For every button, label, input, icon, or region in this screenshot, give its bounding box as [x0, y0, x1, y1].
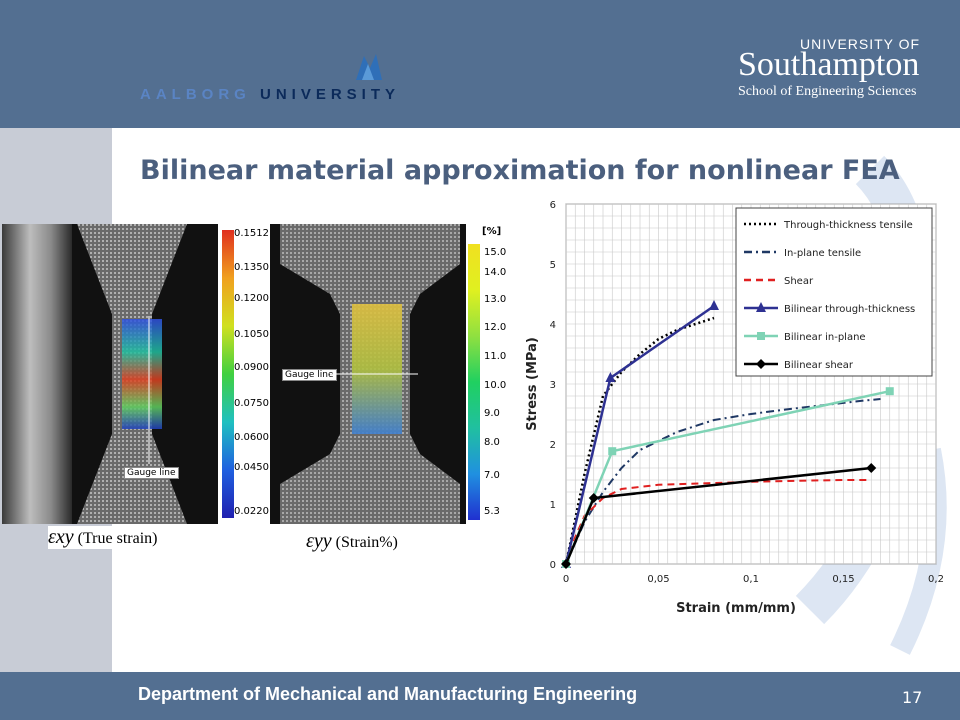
caption-left-symbol: εxy [48, 526, 74, 548]
colorbar-left-label: 0.1200 [234, 293, 269, 304]
aalborg-text-1: AALBORG [140, 86, 251, 103]
x-tick-label: 0,05 [647, 574, 669, 585]
legend-label: Bilinear in-plane [784, 332, 866, 343]
page-number: 17 [902, 688, 923, 707]
y-tick-label: 1 [550, 500, 556, 511]
colorbar-mid-gradient [468, 244, 480, 520]
aalborg-wordmark: AALBORG UNIVERSITY [140, 86, 400, 103]
colorbar-mid-label: 7.0 [484, 470, 500, 481]
soton-wordmark: Southampton [738, 46, 920, 83]
y-tick-label: 2 [550, 440, 556, 451]
caption-left: εxy (True strain) [48, 526, 158, 549]
footer-department: Department of Mechanical and Manufacturi… [138, 684, 638, 704]
x-tick-label: 0 [563, 574, 569, 585]
slide-footer [0, 672, 960, 720]
stress-strain-chart: 0 0,05 0,1 0,15 0,2 0 1 2 3 4 5 6 Strain (mm/mm) Stre… [525, 200, 944, 616]
colorbar-mid-label: 11.0 [484, 351, 507, 362]
legend-box [735, 207, 933, 377]
colorbar-mid-label: 5.3 [484, 506, 500, 517]
soton-subtitle: School of Engineering Sciences [738, 84, 917, 99]
slide-title: Bilinear material approximation for nonl… [140, 155, 900, 186]
x-tick-label: 0,15 [832, 574, 854, 585]
legend-label: Bilinear shear [784, 360, 854, 371]
slide-header [0, 0, 960, 128]
colorbar-left-label: 0.0750 [234, 398, 269, 409]
series-point-4 [608, 447, 617, 456]
series-point-3 [605, 372, 616, 382]
series-point-4 [885, 387, 894, 396]
colorbar-mid-label: 13.0 [484, 294, 507, 305]
series-point-5 [866, 463, 877, 473]
aalborg-logo-icon [356, 54, 382, 80]
colorbar-left-label: 0.0900 [234, 362, 269, 373]
y-tick-label: 4 [550, 320, 556, 331]
gauge-line-mid [330, 373, 418, 375]
colorbar-left-label: 0.0600 [234, 432, 269, 443]
aalborg-text-2: UNIVERSITY [260, 86, 401, 103]
series-line-2 [565, 479, 872, 565]
colorbar-left [218, 224, 268, 524]
colorbar-mid-unit: [%] [482, 226, 502, 237]
colorbar-left-label: 0.1350 [234, 262, 269, 273]
x-tick-label: 0,1 [743, 574, 759, 585]
y-tick-label: 5 [550, 260, 556, 271]
series-point-5 [561, 559, 571, 569]
colorbar-left-label: 0.0450 [234, 462, 269, 473]
gauge-line-label-mid: Gauge line [282, 369, 337, 381]
colorbar-mid-label: 8.0 [484, 437, 500, 448]
colorbar-mid-label: 14.0 [484, 267, 507, 278]
shear-specimen-image [2, 224, 218, 524]
series-point-3 [709, 300, 719, 310]
x-axis-label: Strain (mm/mm) [676, 601, 796, 616]
colorbar-mid-label: 12.0 [484, 322, 507, 333]
legend-marker [756, 302, 766, 312]
colorbar-left-label: 0.0220 [234, 506, 269, 517]
colorbar-left-label: 0.1050 [234, 329, 269, 340]
colorbar-mid-label: 10.0 [484, 380, 507, 391]
series-line-0 [564, 316, 715, 565]
x-tick-label: 0,2 [928, 574, 944, 585]
legend-marker [756, 359, 766, 369]
legend-label: Shear [784, 276, 814, 287]
y-tick-label: 6 [550, 200, 556, 211]
colorbar-mid [466, 224, 516, 524]
caption-mid: εyy (Strain%) [306, 530, 398, 553]
colorbar-mid-label: 15.0 [484, 247, 507, 258]
y-tick-label: 0 [550, 560, 556, 571]
colorbar-left-label: 0.1512 [234, 228, 269, 239]
caption-mid-symbol: εyy [306, 530, 332, 552]
y-tick-label: 3 [550, 380, 556, 391]
series-point-5 [588, 493, 599, 503]
colorbar-mid-label: 9.0 [484, 408, 500, 419]
caption-left-text: (True strain) [77, 530, 158, 547]
legend-marker [757, 332, 765, 340]
legend-label: In-plane tensile [784, 248, 861, 259]
soton-top-text: UNIVERSITY OF [800, 36, 921, 52]
legend-label: Bilinear through-thickness [784, 304, 915, 315]
y-axis-label: Stress (MPa) [525, 337, 540, 431]
colorbar-left-gradient [222, 230, 234, 518]
gauge-line-label-left: Gauge line [124, 467, 179, 479]
caption-mid-text: (Strain%) [335, 534, 398, 551]
legend-label: Through-thickness tensile [783, 220, 913, 231]
